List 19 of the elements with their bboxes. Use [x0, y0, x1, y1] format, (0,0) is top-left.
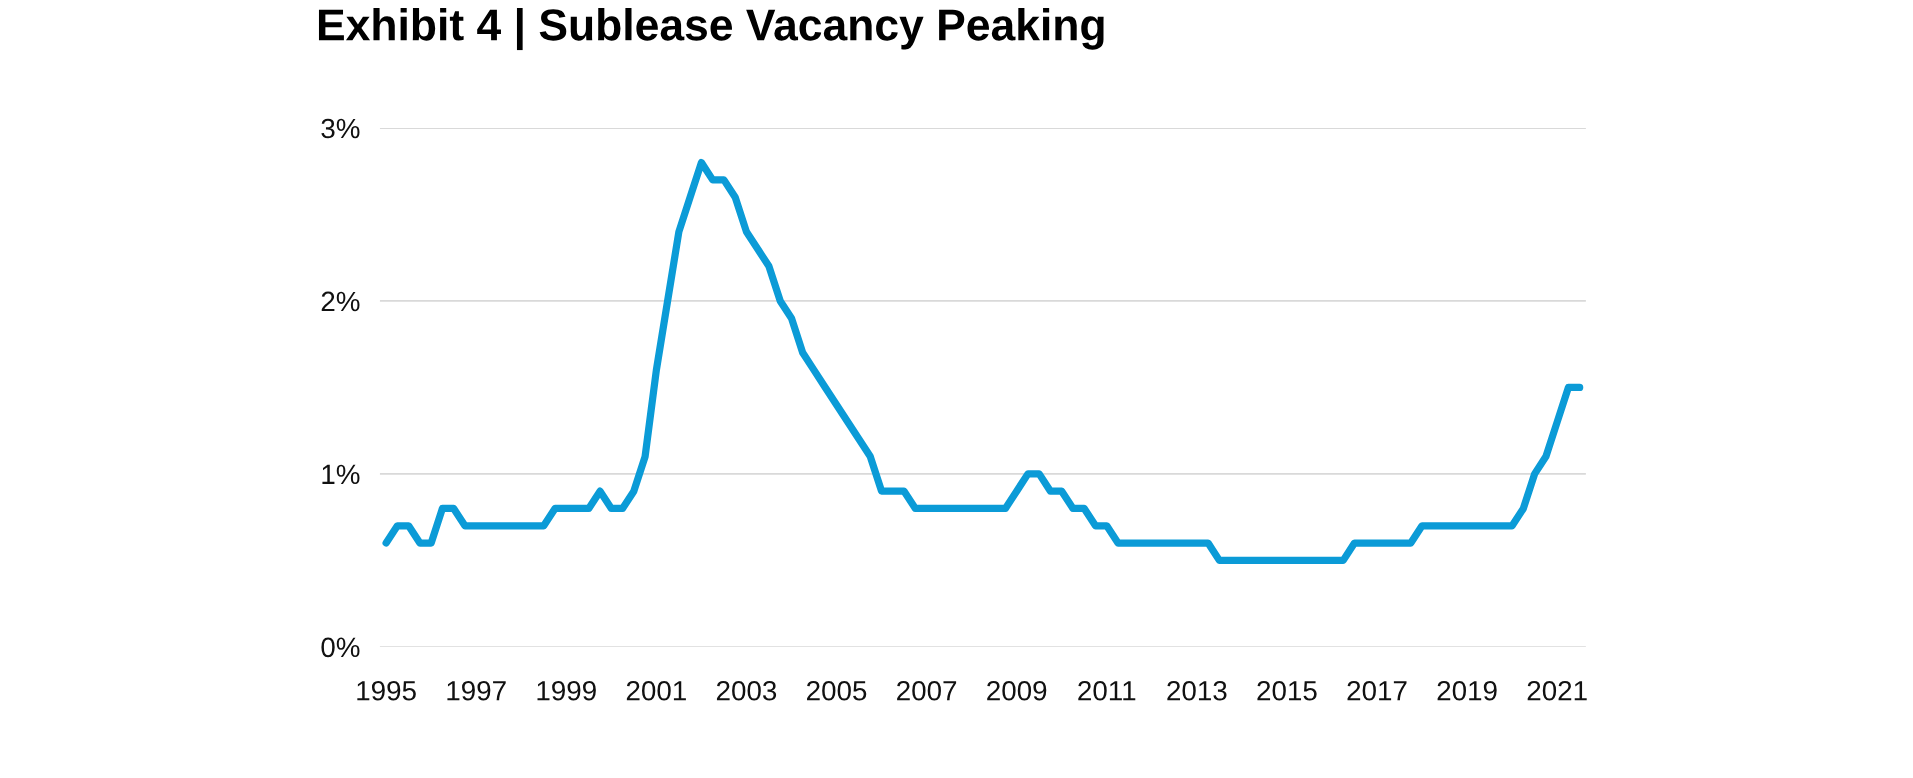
- x-tick-label: 2005: [807, 680, 867, 701]
- y-tick-label: 1%: [322, 464, 360, 485]
- x-tick-label: 1995: [357, 680, 416, 701]
- y-tick-label: 0%: [321, 637, 360, 658]
- x-tick-label: 2013: [1167, 680, 1227, 701]
- y-tick-label: 2%: [321, 291, 360, 312]
- x-tick-label: 2003: [716, 680, 777, 701]
- x-tick-label: 2009: [987, 680, 1047, 701]
- x-tick-label: 1997: [447, 680, 506, 701]
- x-tick-label: 2011: [1078, 680, 1136, 701]
- x-tick-label: 2007: [897, 680, 957, 701]
- x-tick-label: 2021: [1527, 680, 1587, 701]
- x-tick-label: 2019: [1437, 680, 1497, 701]
- y-tick-label: 3%: [321, 118, 360, 139]
- x-tick-label: 2017: [1347, 680, 1407, 701]
- x-tick-label: 2015: [1257, 680, 1317, 701]
- chart-title: Exhibit 4 | Sublease Vacancy Peaking: [318, 8, 1104, 51]
- x-tick-label: 1999: [537, 680, 596, 701]
- x-tick-label: 2001: [626, 680, 686, 701]
